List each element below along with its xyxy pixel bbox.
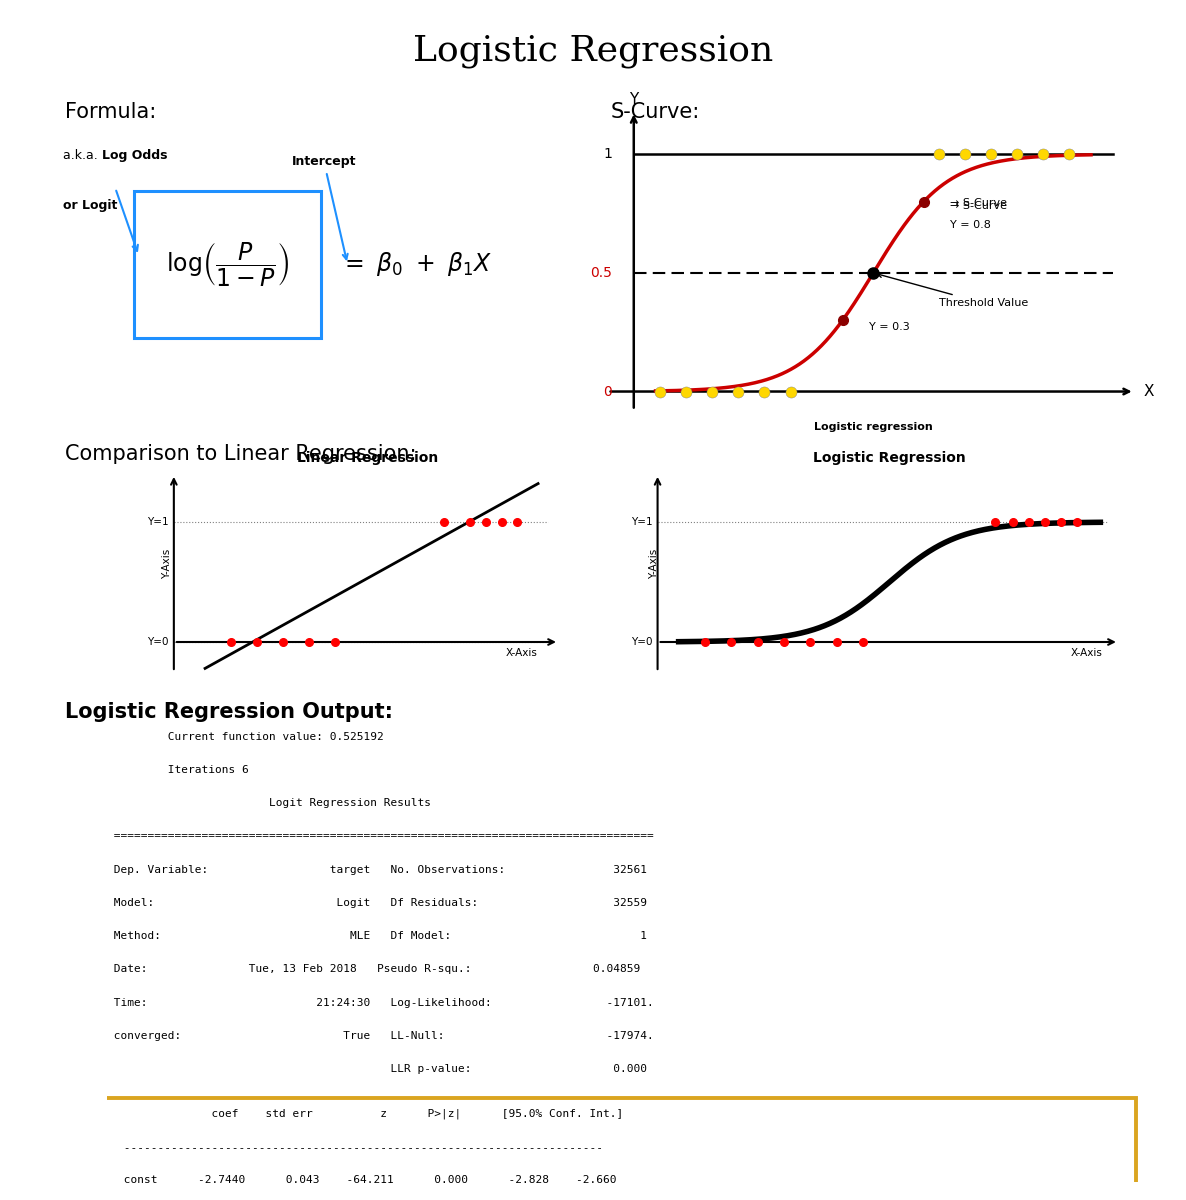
Text: Date:               Tue, 13 Feb 2018   Pseudo R-squ.:                  0.04859: Date: Tue, 13 Feb 2018 Pseudo R-squ.: 0.… [107, 965, 640, 974]
Title: Logistic Regression: Logistic Regression [814, 451, 965, 466]
Text: Logistic regression: Logistic regression [814, 422, 932, 432]
Text: Logistic Regression: Logistic Regression [413, 34, 773, 67]
Text: Current function value: 0.525192: Current function value: 0.525192 [107, 732, 383, 742]
Text: X: X [1143, 384, 1154, 400]
Text: coef    std err          z      P>|z|      [95.0% Conf. Int.]: coef std err z P>|z| [95.0% Conf. Int.] [117, 1108, 624, 1118]
Text: Method:                            MLE   Df Model:                            1: Method: MLE Df Model: 1 [107, 931, 646, 941]
Text: Y: Y [629, 91, 638, 107]
Text: Logit Regression Results: Logit Regression Results [107, 798, 431, 808]
Text: Y = 0.8: Y = 0.8 [950, 221, 990, 230]
Text: 1: 1 [604, 148, 612, 161]
Text: $=\ \beta_0\ +\ \beta_1 X$: $=\ \beta_0\ +\ \beta_1 X$ [339, 250, 492, 278]
Text: const      -2.7440      0.043    -64.211      0.000      -2.828    -2.660: const -2.7440 0.043 -64.211 0.000 -2.828… [117, 1175, 617, 1186]
Text: 0: 0 [604, 384, 612, 398]
FancyBboxPatch shape [134, 191, 321, 337]
Text: Formula:: Formula: [65, 102, 157, 122]
Text: 0.5: 0.5 [591, 266, 612, 280]
Text: S-Curve:: S-Curve: [611, 102, 700, 122]
Text: Y=1: Y=1 [147, 517, 168, 527]
Text: $\log\!\left(\dfrac{P}{1-P}\right)$: $\log\!\left(\dfrac{P}{1-P}\right)$ [166, 240, 289, 288]
Text: Y = 0.3: Y = 0.3 [868, 323, 910, 332]
Text: Log Odds: Log Odds [102, 149, 167, 162]
FancyBboxPatch shape [103, 1098, 1136, 1200]
Title: Linear Regression: Linear Regression [296, 451, 439, 466]
Text: Dep. Variable:                  target   No. Observations:                32561: Dep. Variable: target No. Observations: … [107, 865, 646, 875]
Text: Iterations 6: Iterations 6 [107, 764, 249, 775]
Text: Y=1: Y=1 [631, 517, 652, 527]
Text: LLR p-value:                     0.000: LLR p-value: 0.000 [107, 1064, 646, 1074]
Text: Comparison to Linear Regression:: Comparison to Linear Regression: [65, 444, 416, 464]
Text: Model:                           Logit   Df Residuals:                    32559: Model: Logit Df Residuals: 32559 [107, 898, 646, 908]
Text: Y=0: Y=0 [631, 637, 652, 647]
Text: a.k.a.: a.k.a. [63, 149, 102, 162]
Text: converged:                        True   LL-Null:                        -17974.: converged: True LL-Null: -17974. [107, 1031, 653, 1040]
Text: Time:                         21:24:30   Log-Likelihood:                 -17101.: Time: 21:24:30 Log-Likelihood: -17101. [107, 997, 653, 1008]
Text: Y-Axis: Y-Axis [162, 548, 172, 580]
Text: → S-Curve: → S-Curve [950, 198, 1007, 209]
Text: Intercept: Intercept [292, 156, 356, 259]
Text: or Logit: or Logit [63, 199, 117, 212]
Text: Y=0: Y=0 [147, 637, 168, 647]
Text: X-Axis: X-Axis [506, 648, 538, 659]
Text: Y-Axis: Y-Axis [649, 548, 658, 580]
Text: Threshold Value: Threshold Value [878, 274, 1028, 308]
Text: → S-Curve: → S-Curve [950, 202, 1007, 211]
Text: -----------------------------------------------------------------------: ----------------------------------------… [117, 1142, 602, 1153]
Text: Logistic Regression Output:: Logistic Regression Output: [65, 702, 394, 722]
Text: X-Axis: X-Axis [1071, 648, 1103, 659]
Text: ================================================================================: ========================================… [107, 832, 653, 841]
